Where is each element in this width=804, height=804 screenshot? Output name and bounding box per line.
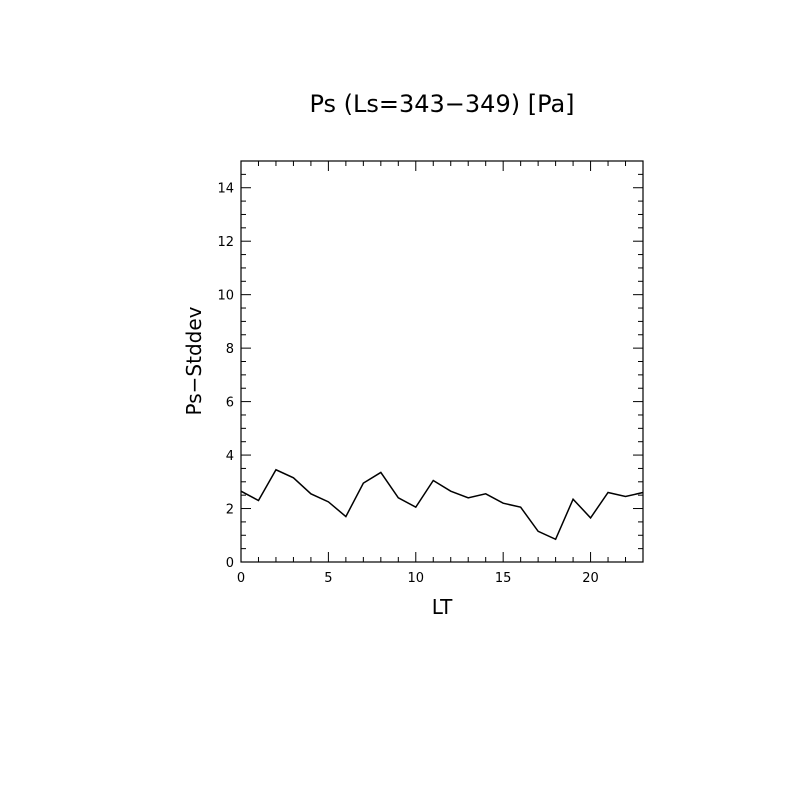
plot-series: [240, 468, 644, 541]
y-tick-label: 10: [217, 289, 234, 304]
y-tick-label: 14: [217, 182, 234, 197]
y-tick-label: 12: [217, 235, 234, 250]
x-tick-label: 10: [408, 571, 425, 586]
y-tick-label: 8: [226, 342, 234, 357]
y-axis-label: Ps−Stddev: [182, 306, 206, 415]
y-tick-label: 0: [226, 556, 234, 571]
x-tick-label: 5: [324, 571, 332, 586]
x-tick-label: 20: [582, 571, 599, 586]
tick-marks: [240, 160, 644, 563]
plot-frame: [240, 160, 644, 563]
y-tick-label: 4: [226, 449, 234, 464]
tick-labels: 0 5 10 15 20 0 2 4 6 8 10 12 14: [217, 182, 598, 586]
x-tick-label: 0: [237, 571, 245, 586]
x-axis-label: LT: [432, 595, 453, 619]
chart-title: Ps (Ls=343−349) [Pa]: [309, 90, 574, 118]
y-tick-label: 2: [226, 503, 234, 518]
x-tick-label: 15: [495, 571, 512, 586]
series-line: [240, 468, 644, 541]
y-tick-label: 6: [226, 396, 234, 411]
